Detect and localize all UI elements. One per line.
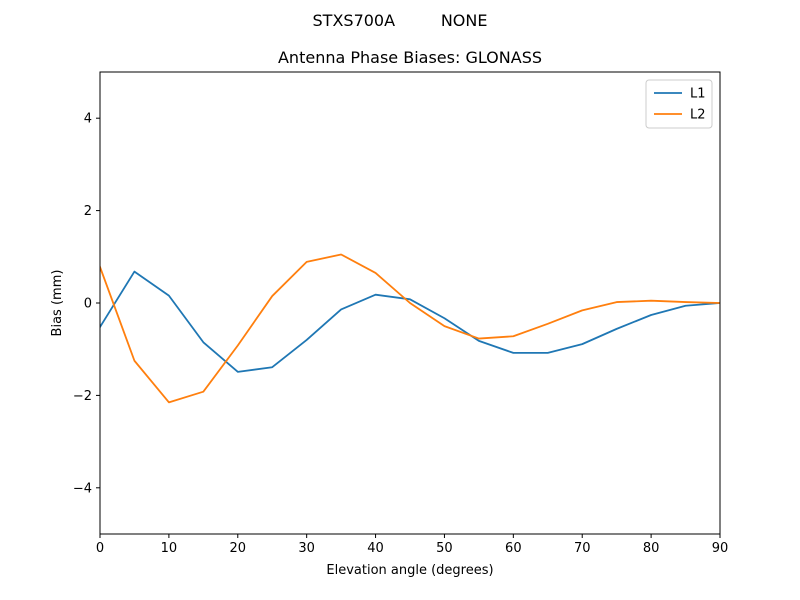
x-tick-label: 30	[298, 541, 315, 556]
legend-box	[645, 79, 713, 129]
x-tick-label: 80	[643, 541, 660, 556]
axes: 0 10 20 30 40 50 60 70 80 90 −4 −2 0 2 4	[73, 71, 729, 556]
series-lines	[100, 253, 720, 404]
series-line-l1	[100, 270, 720, 373]
chart-title: Antenna Phase Biases: GLONASS	[278, 48, 542, 67]
x-tick-label: 10	[161, 541, 178, 556]
x-tick-label: 60	[505, 541, 522, 556]
y-tick-label: 0	[84, 297, 92, 312]
x-tick-label: 90	[712, 541, 729, 556]
x-tick-label: 70	[574, 541, 591, 556]
x-tick-label: 20	[230, 541, 247, 556]
axes-frame	[99, 71, 721, 535]
y-tick-label: 2	[84, 204, 92, 219]
y-tick-label: −2	[73, 389, 92, 404]
chart-suptitle: STXS700A NONE	[313, 11, 488, 30]
x-axis-label: Elevation angle (degrees)	[326, 563, 493, 578]
y-axis-label: Bias (mm)	[50, 270, 65, 337]
x-tick-label: 50	[436, 541, 453, 556]
legend-label-l2: L2	[690, 108, 706, 123]
x-tick-label: 40	[367, 541, 384, 556]
x-tick-label: 0	[96, 541, 104, 556]
legend-label-l1: L1	[690, 87, 706, 102]
series-line-l2	[100, 253, 720, 404]
y-tick-label: 4	[84, 112, 92, 127]
y-tick-label: −4	[73, 481, 92, 496]
